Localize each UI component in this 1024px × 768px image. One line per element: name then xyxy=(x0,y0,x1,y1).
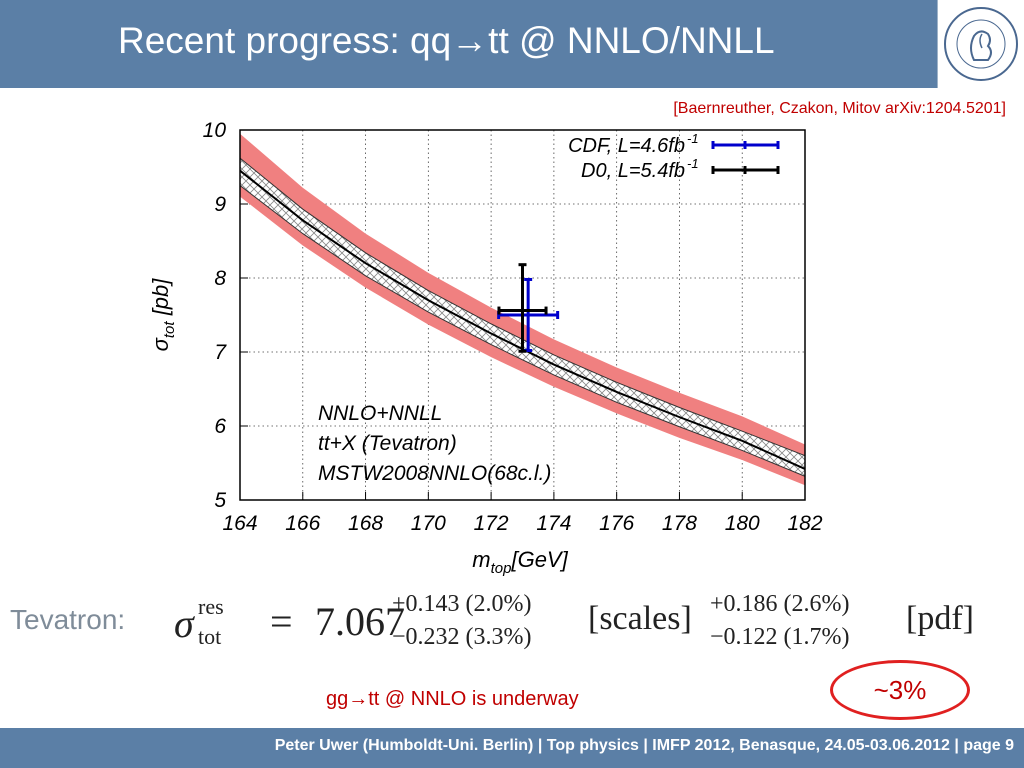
highlight-oval: ~3% xyxy=(830,660,970,720)
legend-label: CDF, L=4.6fb xyxy=(568,135,685,157)
footer-text: Peter Uwer (Humboldt-Uni. Berlin) | Top … xyxy=(274,737,1014,754)
sigma-subscript: tot xyxy=(198,624,222,649)
callout-text: ~3% xyxy=(873,675,927,705)
scales-label: [scales] xyxy=(588,600,692,637)
sigma-superscript: res xyxy=(198,594,224,619)
x-tick-label: 178 xyxy=(662,512,697,535)
x-tick-label: 176 xyxy=(599,512,634,535)
plot-frame xyxy=(239,129,806,501)
x-tick-label: 180 xyxy=(725,512,760,535)
cross-section-formula: σ res tot = 7.067 +0.143 (2.0%) −0.232 (… xyxy=(170,588,1000,658)
pdf-label: [pdf] xyxy=(906,600,974,637)
slide-title: Recent progress: qq→tt @ NNLO/NNLL xyxy=(118,20,775,61)
sigma-symbol: σ xyxy=(174,601,194,646)
annotation-text: NNLO+NNLL xyxy=(318,402,442,425)
x-tick-label: 168 xyxy=(348,512,383,535)
y-tick-label: 6 xyxy=(214,415,226,438)
annotation-text: tt+X (Tevatron) xyxy=(318,432,457,455)
x-tick-label: 172 xyxy=(474,512,509,535)
legend-label: D0, L=5.4fb xyxy=(581,160,685,182)
cross-section-chart: 164 166 168 170 172 174 176 178 180 182 5 6 7 8 9 10 CD… xyxy=(148,119,823,577)
tevatron-label: Tevatron: xyxy=(10,604,126,635)
equals-sign: = xyxy=(270,599,293,644)
scales-up: +0.143 (2.0%) xyxy=(392,591,532,617)
y-tick-label: 10 xyxy=(203,119,227,142)
x-tick-label: 174 xyxy=(536,512,571,535)
cross-section-value: 7.067 xyxy=(315,599,405,644)
x-axis-label: mtop[GeV] xyxy=(472,547,568,577)
underway-note: gg→tt @ NNLO is underway xyxy=(326,688,579,710)
pdf-uncertainty-band xyxy=(240,133,805,486)
footer-bar: Peter Uwer (Humboldt-Uni. Berlin) | Top … xyxy=(0,728,1024,768)
y-tick-label: 7 xyxy=(214,341,227,364)
y-axis-label: σtot [pb] xyxy=(148,278,178,352)
scales-uncertainty: +0.143 (2.0%) −0.232 (3.3%) xyxy=(392,588,532,654)
citation: [Baernreuther, Czakon, Mitov arXiv:1204.… xyxy=(673,100,1006,117)
y-tick-label: 9 xyxy=(214,193,226,216)
legend-label-exponent: -1 xyxy=(687,156,699,171)
y-tick-label: 8 xyxy=(214,267,226,290)
legend-label-exponent: -1 xyxy=(687,131,699,146)
annotation-text: MSTW2008NNLO(68c.l.) xyxy=(318,462,551,485)
scales-down: −0.232 (3.3%) xyxy=(392,624,532,650)
data-point-d0 xyxy=(497,263,548,353)
pdf-down: −0.122 (1.7%) xyxy=(710,624,850,650)
x-tick-label: 164 xyxy=(222,512,257,535)
x-tick-label: 166 xyxy=(285,512,320,535)
header-bar: Recent progress: qq→tt @ NNLO/NNLL xyxy=(0,0,1024,88)
y-tick-label: 5 xyxy=(214,489,226,512)
university-logo xyxy=(937,0,1024,88)
x-tick-label: 170 xyxy=(411,512,446,535)
pdf-uncertainty: +0.186 (2.6%) −0.122 (1.7%) xyxy=(710,588,850,654)
x-tick-label: 182 xyxy=(787,512,822,535)
pdf-up: +0.186 (2.6%) xyxy=(710,591,850,617)
